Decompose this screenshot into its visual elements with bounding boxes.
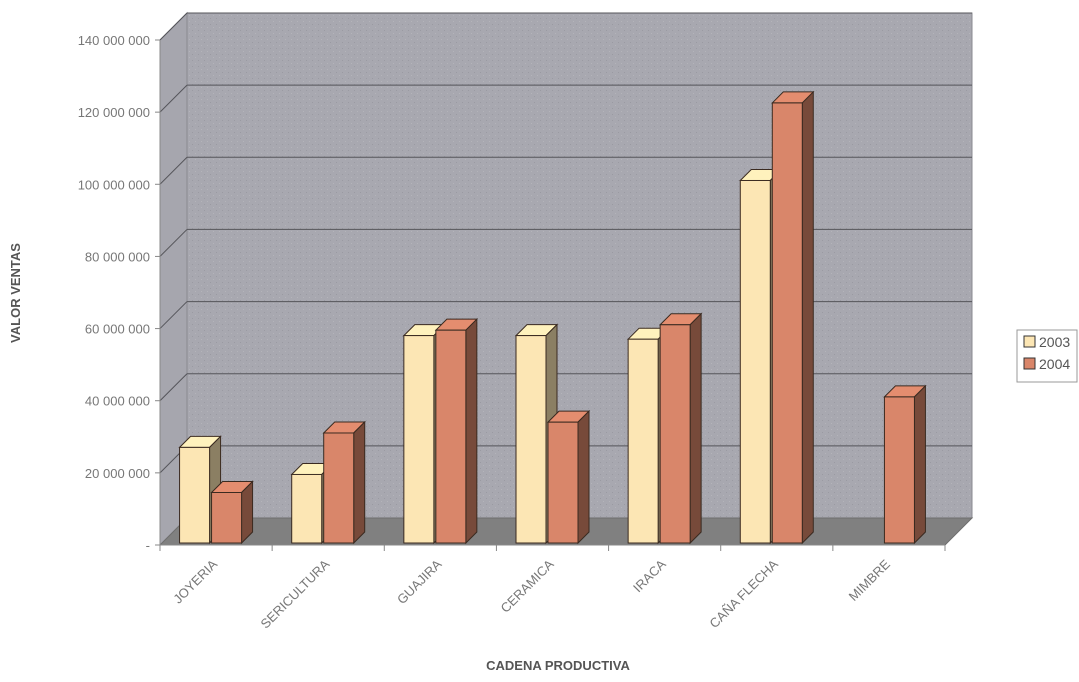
x-tick-label: MIMBRE [846, 556, 894, 604]
bar-side-face [465, 317, 478, 545]
legend-label: 2004 [1039, 356, 1070, 372]
bar-front-face [771, 102, 803, 544]
y-tick-label: 80 000 000 [85, 249, 150, 264]
y-tick-label: 120 000 000 [78, 105, 150, 120]
bar-side-face [577, 409, 590, 545]
x-axis-title: CADENA PRODUCTIVA [486, 658, 630, 673]
bar-front-face [435, 329, 467, 544]
bar-2004-2 [434, 317, 479, 545]
x-axis: JOYERIA SERICULTURA GUAJIRA CERAMICA IRACA CA… [159, 544, 946, 631]
bar-front-face [291, 473, 323, 544]
bar-front-face [883, 396, 915, 544]
y-tick-label: 100 000 000 [78, 177, 150, 192]
bars [178, 90, 927, 545]
x-tick-label: CAÑA FLECHA [706, 556, 781, 631]
bar-front-face [323, 432, 355, 544]
bar-front-face [547, 421, 579, 544]
bar-front-face [627, 338, 659, 544]
x-tick-label: SERICULTURA [258, 556, 333, 631]
bar-front-face [211, 492, 243, 544]
x-tick-label: GUAJIRA [394, 556, 445, 607]
gridline-side [159, 229, 188, 257]
bar-side-face [689, 312, 702, 545]
bar-2004-3 [546, 409, 591, 545]
bar-front-face [403, 335, 435, 544]
y-tick-label: 140 000 000 [78, 33, 150, 48]
bar-front-face [739, 179, 771, 544]
bar-side-face [913, 384, 926, 545]
legend-label: 2003 [1039, 334, 1070, 350]
y-axis: - 20 000 000 40 000 000 60 000 000 80 000 00… [78, 33, 161, 553]
y-tick-label: 20 000 000 [85, 466, 150, 481]
bar-front-face [515, 335, 547, 544]
legend-swatch [1023, 357, 1036, 370]
y-axis-title: VALOR VENTAS [8, 243, 23, 343]
x-tick-label: JOYERIA [170, 556, 220, 606]
gridline-side [159, 84, 188, 113]
legend-swatch [1023, 335, 1036, 348]
x-tick-label: IRACA [630, 556, 669, 595]
y-tick-label: 60 000 000 [85, 322, 150, 337]
bar-2004-6 [883, 384, 927, 545]
bar-front-face [179, 446, 211, 544]
gridline-side [159, 156, 188, 185]
bar-2004-1 [322, 420, 366, 545]
gridline-side [159, 301, 188, 329]
legend-box [1016, 329, 1078, 383]
legend: 2003 2004 [1016, 329, 1078, 383]
gridline-side [159, 373, 188, 402]
gridline-side [159, 12, 188, 41]
bar-2004-5 [771, 90, 815, 545]
y-tick-label: 40 000 000 [85, 394, 150, 409]
x-tick-label: CERAMICA [497, 556, 556, 615]
bar-2004-0 [210, 480, 254, 545]
y-tick-label: - [146, 538, 150, 553]
bar-2004-4 [658, 312, 703, 545]
bar-side-face [353, 420, 366, 545]
bar-side-face [241, 480, 254, 545]
bar-front-face [659, 324, 691, 544]
bar-side-face [801, 90, 814, 545]
